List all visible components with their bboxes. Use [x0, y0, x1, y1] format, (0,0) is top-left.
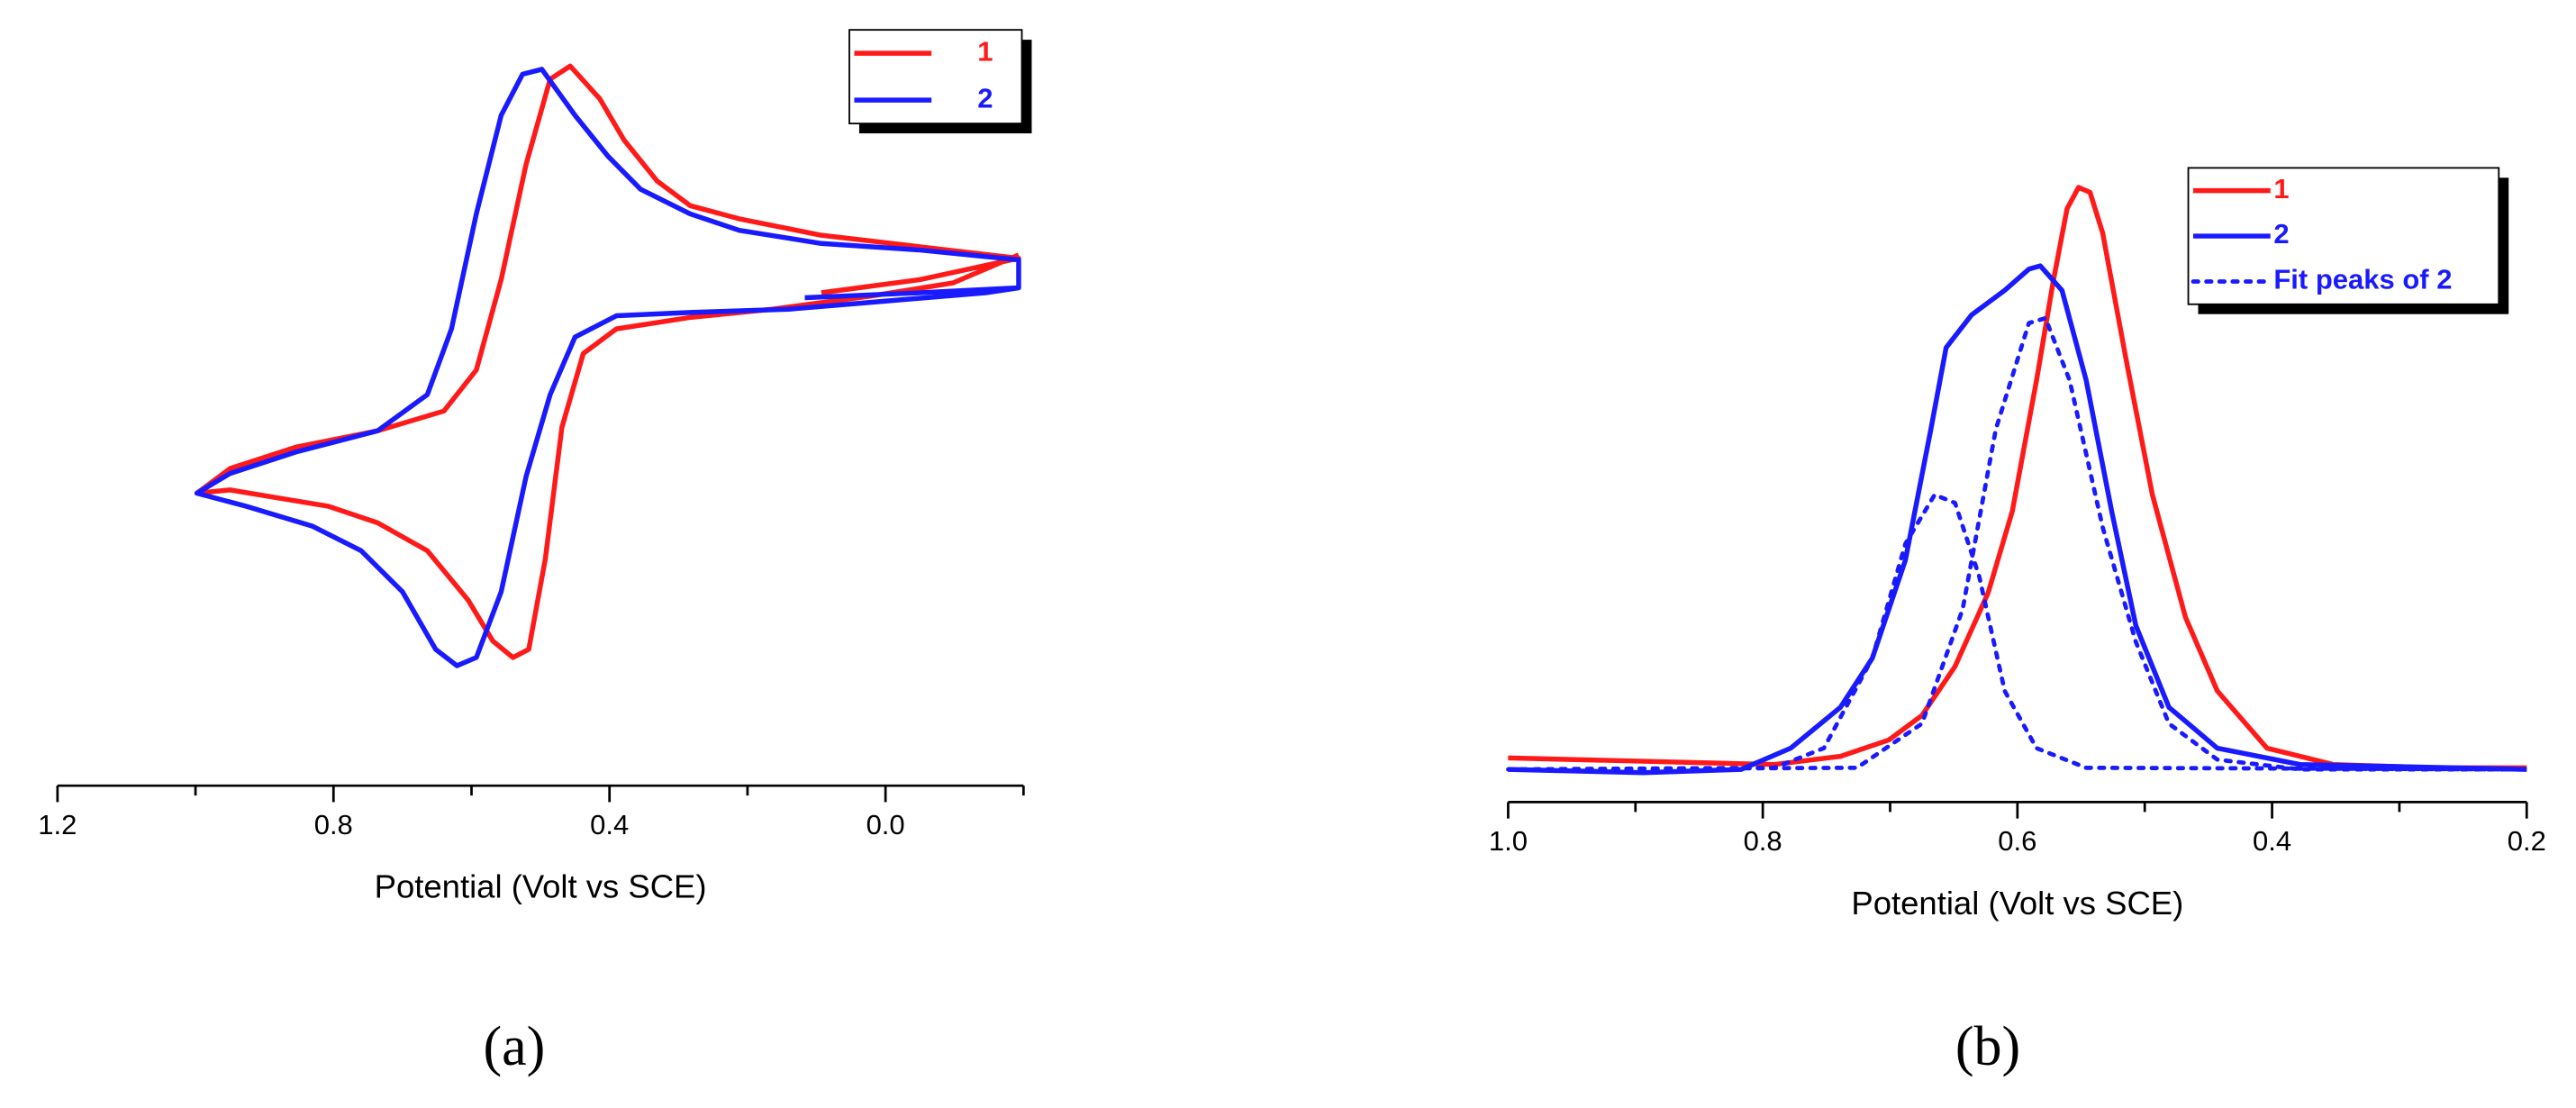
legend-label: 2 [2273, 218, 2289, 250]
x-tick-label: 0.0 [866, 809, 905, 840]
series-line [194, 67, 1021, 668]
legend-box [848, 29, 1023, 125]
panel-label: (a) [483, 1016, 545, 1077]
x-axis-title: Potential (Volt vs SCE) [1851, 885, 2183, 922]
x-tick-label: 0.4 [2253, 825, 2291, 857]
x-tick-label: 0.6 [1998, 825, 2036, 857]
x-tick-label: 1.2 [38, 809, 77, 840]
legend-label: 1 [2273, 173, 2289, 204]
x-axis-title: Potential (Volt vs SCE) [375, 868, 707, 905]
legend-label: 1 [977, 35, 993, 67]
legend-label: Fit peaks of 2 [2273, 264, 2452, 295]
x-tick-label: 0.8 [314, 809, 353, 840]
x-tick-label: 1.0 [1489, 825, 1528, 857]
legend-label: 2 [977, 82, 993, 114]
x-tick-label: 0.4 [590, 809, 629, 840]
series-line [1506, 315, 2529, 772]
panel-label: (b) [1955, 1016, 2020, 1077]
series-line [1508, 185, 2527, 771]
x-tick-label: 0.2 [2508, 825, 2546, 857]
series-line [1508, 263, 2527, 776]
x-tick-label: 0.8 [1744, 825, 1782, 857]
